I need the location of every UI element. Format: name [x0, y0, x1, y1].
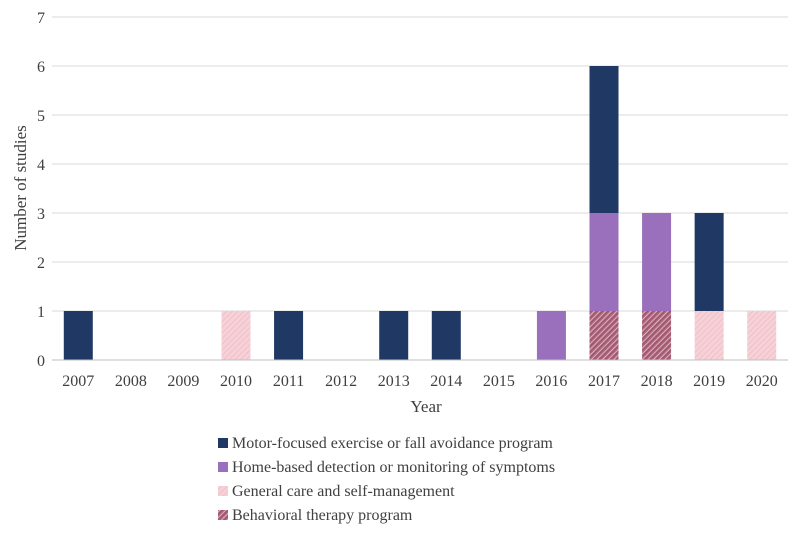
- y-tick-label-1: 1: [37, 304, 45, 321]
- legend-label-behavioral: Behavioral therapy program: [232, 507, 413, 524]
- x-tick-label-2010: 2010: [220, 373, 252, 390]
- bar-general-2020: [747, 311, 777, 360]
- x-tick-label-2014: 2014: [430, 373, 462, 390]
- gridlines: [52, 16, 788, 312]
- y-tick-label-7: 7: [37, 10, 45, 27]
- bar-home-2016: [536, 311, 566, 360]
- x-tick-label-2009: 2009: [167, 373, 199, 390]
- legend-label-motor: Motor-focused exercise or fall avoidance…: [232, 435, 553, 452]
- x-axis-title: Year: [410, 397, 442, 416]
- y-tick-label-4: 4: [37, 157, 45, 174]
- x-tick-label-2018: 2018: [641, 373, 673, 390]
- y-tick-label-5: 5: [37, 108, 45, 125]
- y-axis-title: Number of studies: [11, 125, 30, 251]
- bar-behavioral-2018: [642, 311, 672, 360]
- legend-swatch-home: [218, 462, 228, 472]
- x-tick-label-2011: 2011: [273, 373, 304, 390]
- bar-general-2019: [694, 311, 724, 360]
- legend: Motor-focused exercise or fall avoidance…: [218, 435, 555, 524]
- x-tick-label-2019: 2019: [693, 373, 725, 390]
- bar-motor-2013: [379, 311, 409, 360]
- axes: 0 1 2 3 4 5 6 7 2007 2008 2009 2010 2011 2012 2013 2014…: [37, 10, 788, 390]
- x-tick-label-2012: 2012: [325, 373, 357, 390]
- legend-swatch-behavioral: [218, 510, 228, 520]
- y-tick-label-2: 2: [37, 255, 45, 272]
- bar-motor-2011: [274, 311, 304, 360]
- x-tick-label-2020: 2020: [746, 373, 778, 390]
- x-tick-label-2013: 2013: [378, 373, 410, 390]
- x-tick-label-2015: 2015: [483, 373, 515, 390]
- legend-label-general: General care and self-management: [232, 483, 455, 500]
- bar-motor-2019: [694, 213, 724, 311]
- x-tick-label-2007: 2007: [62, 373, 94, 390]
- bar-behavioral-2017: [589, 311, 619, 360]
- bar-home-2018: [642, 213, 672, 311]
- x-tick-label-2016: 2016: [535, 373, 567, 390]
- bar-motor-2017: [589, 66, 619, 213]
- legend-swatch-motor: [218, 438, 228, 448]
- y-tick-label-6: 6: [37, 59, 45, 76]
- bars: [63, 66, 777, 360]
- y-tick-label-0: 0: [37, 353, 45, 370]
- legend-swatch-general: [218, 486, 228, 496]
- bar-general-2010: [221, 311, 251, 360]
- y-tick-label-3: 3: [37, 206, 45, 223]
- bar-home-2017: [589, 213, 619, 311]
- x-tick-label-2008: 2008: [115, 373, 147, 390]
- bar-motor-2014: [431, 311, 461, 360]
- bar-motor-2007: [63, 311, 93, 360]
- x-tick-label-2017: 2017: [588, 373, 620, 390]
- legend-label-home: Home-based detection or monitoring of sy…: [232, 459, 555, 476]
